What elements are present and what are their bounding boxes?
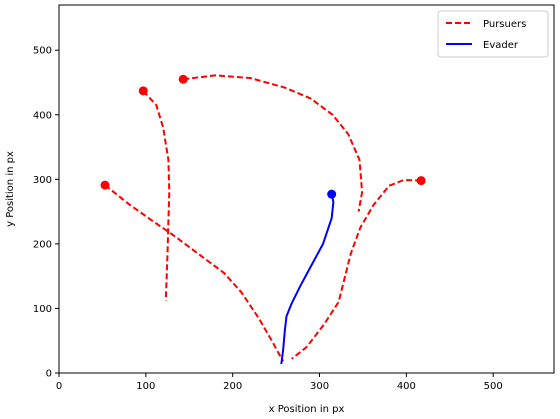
series-layer <box>100 74 426 365</box>
x-axis-label: x Position in px <box>269 404 345 415</box>
ticks-layer: 0 100 200 300 400 500 0 100 200 300 400 500 <box>33 46 503 392</box>
y-tick-label: 300 <box>33 175 52 186</box>
legend-evader-label: Evader <box>483 40 519 51</box>
pursuer-path-2 <box>183 74 364 212</box>
y-tick-label: 400 <box>33 110 52 121</box>
pursuer-path-1 <box>142 90 171 301</box>
y-tick-label: 100 <box>33 304 52 315</box>
x-tick-label: 200 <box>223 381 242 392</box>
y-tick-label: 200 <box>33 239 52 250</box>
y-axis-label: y Position in px <box>5 151 16 227</box>
pursuer-start-marker-0 <box>100 180 110 190</box>
x-tick-label: 500 <box>484 381 503 392</box>
plot-frame <box>58 4 555 374</box>
legend-pursuers-label: Pursuers <box>483 19 526 30</box>
x-tick-label: 300 <box>310 381 329 392</box>
evader-path <box>280 193 335 365</box>
x-tick-label: 400 <box>397 381 416 392</box>
x-tick-label: 100 <box>136 381 155 392</box>
y-tick-label: 500 <box>33 46 52 57</box>
y-tick-label: 0 <box>46 369 52 380</box>
x-tick-label: 0 <box>56 381 62 392</box>
legend: Pursuers Evader <box>437 10 549 58</box>
evader-start-marker <box>327 189 337 199</box>
pursuer-start-marker-2 <box>178 74 188 84</box>
pursuer-path-0 <box>104 184 284 362</box>
pursuer-start-marker-3 <box>416 176 426 186</box>
pursuer-start-marker-1 <box>138 86 148 96</box>
pursuer-path-3 <box>291 179 422 360</box>
